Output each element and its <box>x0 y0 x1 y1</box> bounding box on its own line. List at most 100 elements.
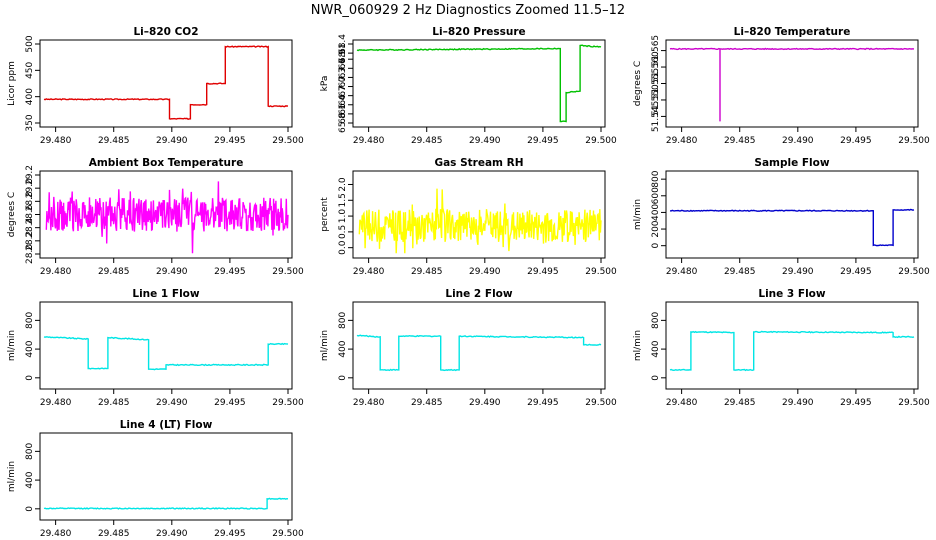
series-line <box>356 44 602 123</box>
series-line <box>669 330 915 372</box>
y-axis-label: ml/min <box>320 330 330 361</box>
y-tick-label: 500 <box>25 35 35 52</box>
x-tick-label: 29.500 <box>272 267 304 277</box>
y-tick-label: 0 <box>25 506 35 512</box>
plot-frame <box>39 301 293 390</box>
panel-title: Li–820 Pressure <box>432 26 525 38</box>
panel-title: Li–820 CO2 <box>133 26 198 38</box>
y-tick-label: 0.5 <box>338 225 348 239</box>
plot-frame <box>39 39 293 128</box>
plot-frame <box>352 170 606 259</box>
y-tick-label: 65.8 <box>338 113 348 133</box>
y-tick-label: 28.2 <box>25 231 35 251</box>
x-tick-label: 29.480 <box>40 529 72 539</box>
y-tick-label: 1.5 <box>338 193 348 207</box>
y-tick-label: 67.9 <box>338 49 348 69</box>
x-tick-label: 29.485 <box>724 267 756 277</box>
x-tick-label: 29.485 <box>98 529 130 539</box>
x-tick-label: 29.490 <box>782 398 814 408</box>
panel-title: Gas Stream RH <box>434 157 523 169</box>
y-tick-label: 67.3 <box>338 67 348 87</box>
x-tick-label: 29.490 <box>156 529 188 539</box>
panel-9: Line 3 Flow 29.480 29.485 29.490 29.495 29.50… <box>633 288 930 408</box>
y-tick-label: 68.1 <box>338 43 348 63</box>
panel-6: Sample Flow 29.480 29.485 29.490 29.495 29.50… <box>633 157 930 277</box>
y-axis-label: degrees C <box>633 61 643 106</box>
x-tick-label: 29.500 <box>898 267 930 277</box>
y-tick-label: 2.0 <box>338 177 348 192</box>
y-axis-label: percent <box>320 197 330 232</box>
y-tick-label: 66.7 <box>338 86 348 106</box>
y-tick-label: 51.545 <box>651 101 661 132</box>
x-tick-label: 29.485 <box>411 398 443 408</box>
x-tick-label: 29.480 <box>666 398 698 408</box>
x-tick-label: 29.495 <box>214 267 246 277</box>
x-tick-label: 29.480 <box>353 136 385 146</box>
y-tick-label: 450 <box>25 61 35 78</box>
x-tick-label: 29.490 <box>156 398 188 408</box>
plot-frame <box>665 39 919 128</box>
y-tick-label: 28.8 <box>25 191 35 211</box>
x-tick-label: 29.485 <box>724 398 756 408</box>
series-line <box>43 497 289 510</box>
y-tick-label: 800 <box>651 170 661 187</box>
y-tick-label: 51.555 <box>651 68 661 100</box>
y-tick-label: 800 <box>338 312 348 329</box>
y-tick-label: 51.565 <box>651 35 661 66</box>
x-tick-label: 29.485 <box>98 398 130 408</box>
y-tick-label: 800 <box>25 312 35 329</box>
x-tick-label: 29.480 <box>40 267 72 277</box>
y-axis-label: kPa <box>320 76 330 92</box>
panel-10: Line 4 (LT) Flow 29.480 29.485 29.490 29.495… <box>7 419 304 539</box>
series-line <box>43 45 289 120</box>
series-line <box>669 47 915 122</box>
x-tick-label: 29.480 <box>353 267 385 277</box>
y-tick-label: 0 <box>25 375 35 381</box>
x-tick-label: 29.500 <box>898 398 930 408</box>
y-tick-label: 0 <box>651 375 661 381</box>
plot-frame <box>352 39 606 128</box>
y-tick-label: 0.0 <box>338 240 348 255</box>
y-tick-label: 28.4 <box>25 217 35 237</box>
plot-frame <box>352 301 606 390</box>
plot-frame <box>665 170 919 259</box>
x-tick-label: 29.485 <box>98 136 130 146</box>
panel-5: Gas Stream RH 29.480 29.485 29.490 29.495 29.… <box>320 157 617 277</box>
panel-title: Line 3 Flow <box>758 288 825 300</box>
y-tick-label: 800 <box>651 312 661 329</box>
x-tick-label: 29.490 <box>156 267 188 277</box>
y-axis-label: ml/min <box>633 330 643 361</box>
x-tick-label: 29.495 <box>214 529 246 539</box>
series-line <box>669 208 915 247</box>
y-tick-label: 67.0 <box>338 76 348 96</box>
panel-8: Line 2 Flow 29.480 29.485 29.490 29.495 29.50… <box>320 288 617 408</box>
panel-title: Line 1 Flow <box>132 288 199 300</box>
panel-title: Ambient Box Temperature <box>89 157 244 169</box>
x-tick-label: 29.480 <box>40 398 72 408</box>
y-tick-label: 29.2 <box>25 165 35 185</box>
panel-title: Li–820 Temperature <box>734 26 851 38</box>
x-tick-label: 29.480 <box>666 136 698 146</box>
x-tick-label: 29.485 <box>411 267 443 277</box>
y-tick-label: 400 <box>25 340 35 357</box>
x-tick-label: 29.500 <box>585 398 617 408</box>
x-tick-label: 29.495 <box>214 136 246 146</box>
y-tick-label: 0 <box>651 243 661 249</box>
y-axis-label: ml/min <box>7 330 17 361</box>
x-tick-label: 29.495 <box>527 267 559 277</box>
x-tick-label: 29.495 <box>527 136 559 146</box>
y-tick-label: 600 <box>651 187 661 204</box>
y-tick-label: 66.1 <box>338 104 348 124</box>
y-axis-label: ml/min <box>7 461 17 492</box>
x-tick-label: 29.500 <box>272 529 304 539</box>
y-tick-label: 200 <box>651 220 661 237</box>
panel-7: Line 1 Flow 29.480 29.485 29.490 29.495 29.50… <box>7 288 304 408</box>
y-tick-label: 1.0 <box>338 209 348 224</box>
panel-3: Li–820 Temperature 29.480 29.485 29.490 29.4… <box>633 26 930 146</box>
y-tick-label: 400 <box>25 471 35 488</box>
x-tick-label: 29.500 <box>585 136 617 146</box>
x-tick-label: 29.500 <box>272 398 304 408</box>
y-tick-label: 66.4 <box>338 94 348 114</box>
series-line <box>356 334 602 372</box>
